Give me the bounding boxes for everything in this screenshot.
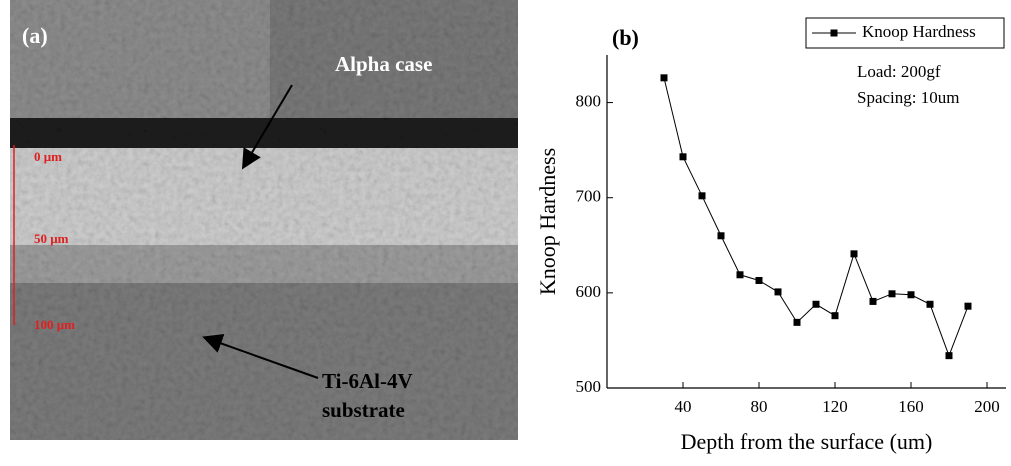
marker	[793, 318, 801, 326]
marker	[698, 192, 706, 200]
panel-label: (a)	[22, 23, 48, 48]
legend-marker	[830, 29, 838, 37]
scale-label: 0 μm	[34, 149, 62, 164]
marker	[660, 74, 668, 82]
marker	[755, 276, 763, 284]
marker	[850, 250, 858, 258]
arrow	[202, 333, 319, 379]
marker	[964, 302, 972, 310]
marker	[717, 232, 725, 240]
x-tick-label: 40	[675, 397, 692, 416]
marker	[926, 300, 934, 308]
marker	[679, 153, 687, 161]
annotation: Load: 200gf	[857, 62, 941, 81]
y-tick-label: 500	[576, 377, 602, 396]
x-tick-label: 80	[751, 397, 768, 416]
y-tick-label: 600	[576, 282, 602, 301]
marker	[945, 352, 953, 360]
marker	[736, 271, 744, 279]
y-tick-label: 800	[576, 91, 602, 110]
x-axis-label: Depth from the surface (um)	[681, 429, 933, 454]
marker	[831, 312, 839, 320]
legend-label: Knoop Hardness	[862, 22, 976, 41]
line	[663, 77, 969, 358]
scale-label: 50 μm	[34, 231, 69, 246]
scale-label: 100 μm	[34, 317, 75, 332]
annotation: Alpha case	[335, 52, 432, 76]
micrograph: (a) Alpha case Ti-6Al-4V substrate 0 μm …	[10, 0, 518, 440]
marker	[774, 288, 782, 296]
y-axis-label: Knoop Hardness	[535, 148, 560, 295]
arrow	[241, 84, 293, 170]
chart: 500 600 700 800 40 80 120 160 200 Depth from the …	[535, 17, 1006, 454]
x-tick-label: 200	[974, 397, 1000, 416]
marker	[907, 291, 915, 299]
x-tick-label: 120	[822, 397, 848, 416]
annotation: Ti-6Al-4V	[322, 369, 413, 393]
marker	[888, 290, 896, 298]
marker	[869, 297, 877, 305]
marker	[812, 300, 820, 308]
y-tick-label: 700	[576, 187, 602, 206]
panel-label: (b)	[612, 25, 639, 50]
annotation: substrate	[322, 398, 405, 422]
x-tick-label: 160	[898, 397, 924, 416]
annotation: Spacing: 10um	[857, 88, 959, 107]
